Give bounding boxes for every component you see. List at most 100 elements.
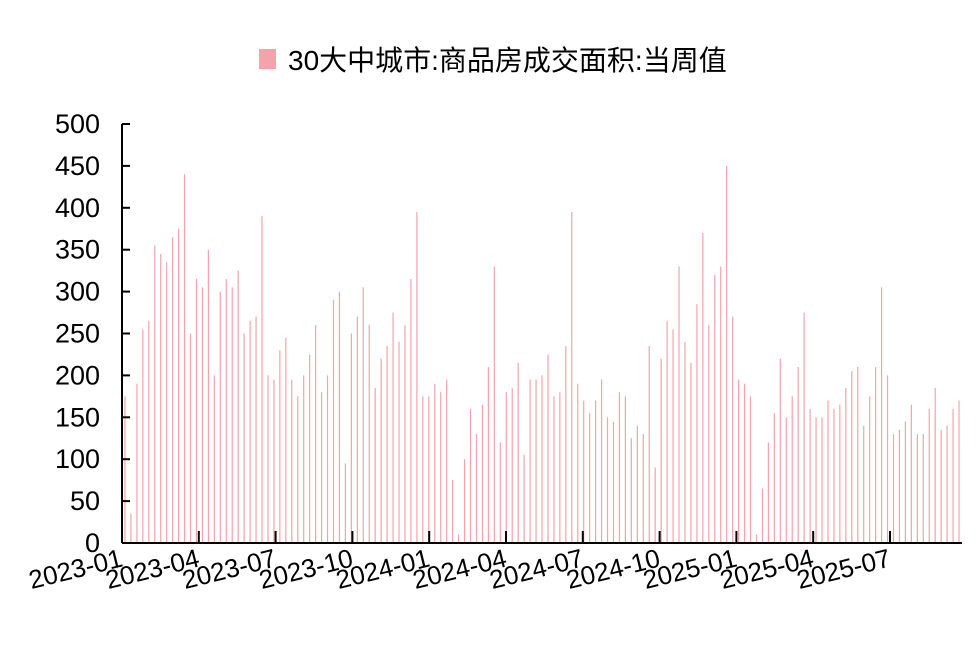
bar [779, 358, 781, 543]
bar-series [124, 165, 960, 544]
bar [261, 216, 263, 543]
legend-label: 30大中城市:商品房成交面积:当周值 [288, 45, 727, 76]
bar [761, 488, 764, 543]
y-axis-tick-labels: 0 50 100 150 200 250 300 350 400 450 500 [55, 109, 100, 558]
bar [785, 417, 787, 543]
bar [797, 367, 799, 543]
bar [803, 312, 805, 543]
bar [219, 291, 221, 543]
bar [475, 434, 478, 543]
bar [386, 346, 388, 543]
bar [666, 320, 668, 543]
bar [821, 417, 823, 543]
bar [833, 408, 835, 543]
bar [946, 425, 948, 543]
bar [207, 249, 209, 543]
bar [344, 463, 346, 543]
bar [499, 442, 501, 543]
bar [648, 346, 650, 543]
y-tick-label: 50 [70, 486, 100, 516]
bar [178, 228, 180, 543]
bar [213, 375, 215, 543]
bar [166, 262, 168, 543]
y-tick-label: 250 [55, 319, 100, 349]
bar [857, 367, 859, 543]
bar [892, 434, 895, 543]
y-tick-label: 450 [55, 151, 100, 181]
bar [696, 304, 698, 543]
legend-swatch [259, 49, 276, 69]
bar [326, 375, 329, 543]
y-tick-label: 150 [55, 402, 100, 432]
bar [559, 392, 561, 543]
bar [928, 408, 930, 543]
bar [243, 333, 245, 543]
bar [428, 396, 430, 543]
bar [875, 367, 877, 543]
bar [398, 341, 400, 543]
legend: 30大中城市:商品房成交面积:当周值 [259, 45, 727, 76]
bar [577, 383, 579, 543]
bar [148, 320, 150, 543]
bar [410, 279, 412, 543]
bar [791, 396, 793, 543]
bar [505, 392, 507, 543]
bar [368, 325, 370, 543]
bar [600, 379, 603, 543]
bar [636, 425, 638, 543]
bar [517, 362, 519, 543]
bar [320, 392, 323, 543]
bar [392, 312, 394, 543]
bar [815, 417, 817, 543]
bar [886, 375, 889, 543]
bar [606, 417, 609, 543]
bar [529, 379, 531, 543]
bar [303, 375, 305, 543]
y-tick-label: 400 [55, 193, 100, 223]
bar [809, 408, 811, 543]
bar [481, 404, 484, 543]
bar [142, 329, 144, 543]
bar [237, 270, 239, 543]
bar [285, 337, 287, 543]
bar [535, 379, 537, 543]
bar [315, 325, 317, 543]
bar [487, 367, 489, 543]
bar [225, 279, 227, 543]
bar [124, 396, 126, 543]
bar [380, 358, 382, 543]
bar [958, 400, 960, 543]
bar [714, 274, 716, 543]
bar [863, 425, 865, 543]
bar [612, 421, 615, 543]
y-tick-label: 500 [55, 109, 100, 139]
bar [654, 467, 656, 543]
bar [195, 279, 198, 543]
bar [910, 404, 912, 543]
bar [702, 232, 704, 543]
bar [291, 379, 293, 543]
bar [940, 429, 942, 543]
y-tick-label: 350 [55, 235, 100, 265]
bar [231, 287, 233, 543]
bar [630, 438, 632, 543]
bar [356, 316, 358, 543]
bar [297, 396, 299, 543]
bar [952, 408, 954, 543]
bar [362, 287, 364, 543]
bar [708, 325, 710, 543]
bar [690, 362, 692, 543]
bar [422, 396, 424, 543]
bar [678, 266, 680, 543]
bar [523, 455, 525, 543]
bar [660, 358, 662, 543]
y-tick-label: 300 [55, 277, 100, 307]
bar [743, 383, 746, 543]
bar [469, 408, 472, 543]
bar [130, 513, 132, 543]
bar [446, 379, 448, 543]
bar [738, 379, 740, 543]
y-tick-label: 100 [55, 444, 100, 474]
bar [547, 354, 549, 543]
